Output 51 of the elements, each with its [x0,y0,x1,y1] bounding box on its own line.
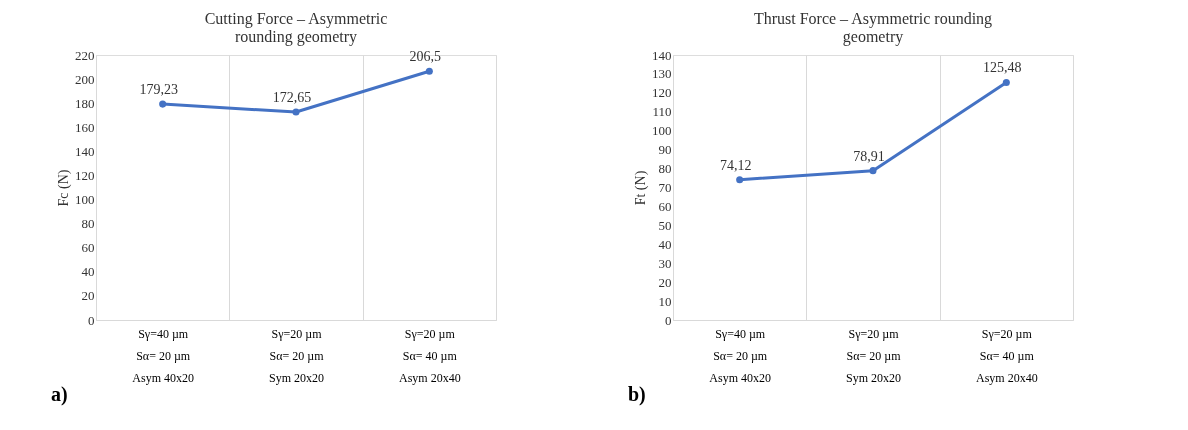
text: a) [51,383,68,406]
point [159,100,167,108]
y-tick-label: 120 [652,85,672,101]
x-tick-label: Sγ=40 µm Sα= 20 µm Asym 40x20 [709,326,771,385]
y-axis-title: Fc (N) [56,169,72,207]
chart-title: Cutting Force – Asymmetric rounding geometry [204,10,388,46]
y-tick-label: 20 [658,274,672,290]
y-tick-label: 90 [658,142,672,158]
x-tick-label: Sγ=20 µm Sα= 40 µm Asym 20x40 [976,326,1038,385]
y-tick-label: 180 [75,95,95,111]
chart-title: Thrust Force – Asymmetric rounding geometry [753,10,993,46]
y-tick-label: 200 [75,71,95,87]
y-tick-label: 130 [652,66,672,82]
point [425,67,433,75]
x-tick-label: Sγ=40 µm Sα= 20 µm Asym 40x20 [132,326,194,385]
data-label: 74,12 [719,157,752,173]
point [292,108,300,116]
y-tick-label: 60 [81,240,95,256]
data-label: 172,65 [272,90,312,106]
y-tick-label: 120 [75,167,95,183]
text: b) [628,383,646,406]
y-tick-label: 0 [88,312,95,328]
y-tick-label: 160 [75,119,95,135]
y-tick-label: 20 [81,288,95,304]
y-tick-label: 10 [658,293,672,309]
point [1002,78,1010,87]
point [736,176,744,184]
data-label: 179,23 [139,82,178,98]
x-tick-label: Sγ=20 µm Sα= 20 µm Sym 20x20 [268,326,325,385]
y-tick-label: 100 [652,123,672,139]
y-tick-label: 100 [75,192,95,208]
y-tick-label: 140 [75,143,95,159]
y-tick-label: 40 [81,264,95,280]
y-axis-title: Ft (N) [633,170,649,206]
x-tick-label: Sγ=20 µm Sα= 40 µm Asym 20x40 [399,326,461,385]
y-tick-label: 140 [652,47,672,63]
y-tick-label: 30 [658,255,672,271]
y-tick-label: 40 [658,236,672,252]
x-tick-label: Sγ=20 µm Sα= 20 µm Sym 20x20 [845,326,902,385]
y-tick-label: 80 [81,216,95,232]
y-tick-label: 50 [658,217,672,233]
data-label: 125,48 [983,60,1022,76]
y-tick-label: 80 [658,161,672,177]
y-tick-label: 110 [652,104,672,120]
data-label: 78,91 [853,148,885,164]
y-tick-label: 0 [665,312,672,328]
point [869,167,877,175]
data-label: 206,5 [409,49,442,65]
y-tick-label: 220 [75,47,95,63]
y-tick-label: 70 [658,180,672,195]
y-tick-label: 60 [658,198,672,214]
